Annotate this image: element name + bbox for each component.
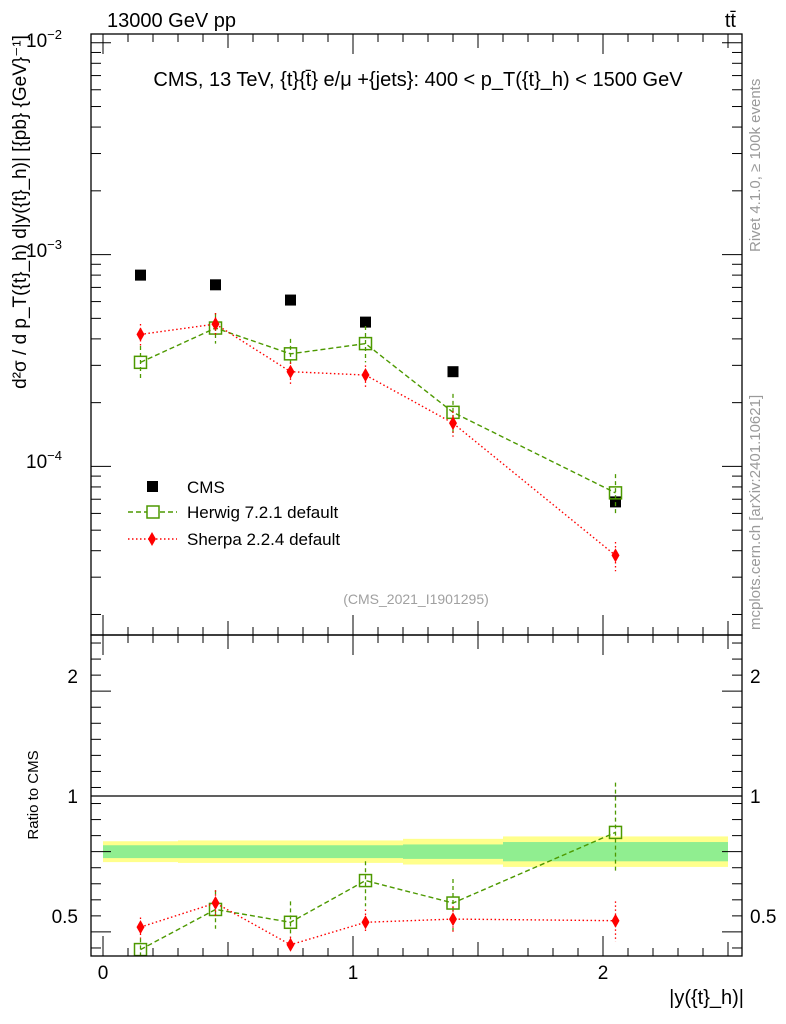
energy-label: 13000 GeV pp <box>107 10 236 32</box>
stat-uncertainty-band-4 <box>403 844 503 859</box>
ratio-ytick-left-0.5: 0.5 <box>52 907 78 928</box>
ratio-line-0 <box>140 831 616 951</box>
legend: CMS Herwig 7.2.1 default Sherpa 2.2.4 de… <box>128 478 340 549</box>
ratio-panel: 2 1 0.5 2 1 0.5 0 1 2 Ratio to CMS |y({t… <box>25 634 776 1009</box>
stat-uncertainty-band-0 <box>103 845 178 859</box>
ratio-uncertainty-bands <box>103 836 728 867</box>
series-line-1 <box>140 327 616 494</box>
ratio-y-tick-labels-right: 2 1 0.5 <box>750 667 776 928</box>
ratio-ytick-right-2: 2 <box>750 667 761 688</box>
herwig-point-0 <box>133 355 148 370</box>
x-axis-label: |y({t}_h)| <box>669 987 744 1009</box>
cms-point-5 <box>610 496 621 508</box>
ratio-series-group <box>133 782 623 957</box>
ratio-y-axis-label: Ratio to CMS <box>25 750 42 839</box>
sherpa-point-3 <box>361 368 370 383</box>
ratio-herwig-point-3 <box>358 873 373 888</box>
herwig-point-3 <box>358 336 373 351</box>
stat-uncertainty-band-1 <box>178 845 253 859</box>
ratio-ytick-left-1: 1 <box>67 787 78 808</box>
legend-marker-sherpa <box>148 532 156 546</box>
legend-marker-herwig <box>146 505 160 519</box>
chart-title: CMS, 13 TeV, {t}{t̄} e/μ +{jets}: 400 < … <box>153 69 683 91</box>
legend-entry-sherpa: Sherpa 2.2.4 default <box>128 530 340 549</box>
ratio-sherpa-point-1 <box>211 896 220 911</box>
sherpa-point-0 <box>136 327 145 342</box>
xtick-label-2: 2 <box>598 963 609 984</box>
main-y-tick-labels: 10−2 10−3 10−4 <box>26 27 62 473</box>
sherpa-point-1 <box>211 317 220 332</box>
ratio-ytick-right-1: 1 <box>750 787 761 808</box>
stat-uncertainty-band-5 <box>503 842 728 862</box>
process-label: tt̄ <box>725 10 737 32</box>
cms-point-3 <box>360 316 371 328</box>
cms-point-2 <box>285 294 296 306</box>
ratio-herwig-point-2 <box>283 915 298 930</box>
ratio-ytick-right-0.5: 0.5 <box>750 907 776 928</box>
cms-point-4 <box>447 366 459 378</box>
mcplots-label: mcplots.cern.ch [arXiv:2401.10621] <box>747 395 764 630</box>
main-y-axis-label: d²σ / d p_T({t}_h) d|y({t}_h)| [{pb} {Ge… <box>10 35 31 389</box>
stat-uncertainty-band-3 <box>328 845 403 859</box>
legend-entry-cms: CMS <box>147 478 225 497</box>
main-series-group <box>133 269 623 572</box>
herwig-point-2 <box>283 347 298 361</box>
ratio-frame <box>90 634 743 957</box>
ratio-sherpa-point-4 <box>449 912 457 927</box>
ratio-y-tick-labels-left: 2 1 0.5 <box>52 667 78 928</box>
stat-uncertainty-band-2 <box>253 845 328 859</box>
legend-label-cms: CMS <box>187 478 225 497</box>
ratio-herwig-point-5 <box>608 825 623 840</box>
ratio-sherpa-point-3 <box>361 915 370 930</box>
ytick-label-1e-4: 10−4 <box>26 448 62 473</box>
ratio-herwig-point-0 <box>133 942 148 957</box>
ytick-label-1e-3: 10−3 <box>26 237 62 262</box>
sherpa-point-5 <box>611 548 620 563</box>
xtick-label-1: 1 <box>348 963 359 984</box>
ratio-x-tick-labels: 0 1 2 <box>98 963 609 984</box>
ytick-label-1e-2: 10−2 <box>26 27 62 52</box>
sherpa-point-4 <box>449 416 457 431</box>
ratio-ytick-left-2: 2 <box>67 667 78 688</box>
analysis-watermark: (CMS_2021_I1901295) <box>343 591 489 607</box>
ratio-sherpa-point-5 <box>611 913 620 928</box>
cms-point-0 <box>135 269 146 281</box>
main-axis-ticks <box>91 34 742 635</box>
rivet-version-label: Rivet 4.1.0, ≥ 100k events <box>747 79 764 252</box>
sherpa-point-2 <box>286 364 295 379</box>
ratio-herwig-point-4 <box>446 896 460 910</box>
cms-point-1 <box>210 279 221 291</box>
legend-entry-herwig: Herwig 7.2.1 default <box>128 503 338 522</box>
legend-label-herwig: Herwig 7.2.1 default <box>187 503 338 522</box>
ratio-sherpa-point-2 <box>286 937 295 952</box>
ratio-axis-ticks <box>91 635 742 956</box>
main-panel: 10−2 10−3 10−4 CMS, 13 TeV, {t}{t̄} e/μ … <box>10 27 743 636</box>
legend-label-sherpa: Sherpa 2.2.4 default <box>187 530 340 549</box>
herwig-point-5 <box>608 486 623 500</box>
legend-marker-cms <box>147 481 158 492</box>
xtick-label-0: 0 <box>98 963 109 984</box>
ratio-sherpa-point-0 <box>136 920 145 935</box>
